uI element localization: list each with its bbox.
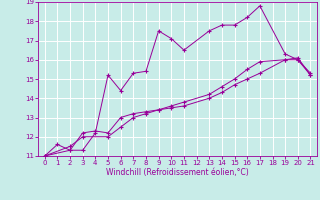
X-axis label: Windchill (Refroidissement éolien,°C): Windchill (Refroidissement éolien,°C) — [106, 168, 249, 177]
